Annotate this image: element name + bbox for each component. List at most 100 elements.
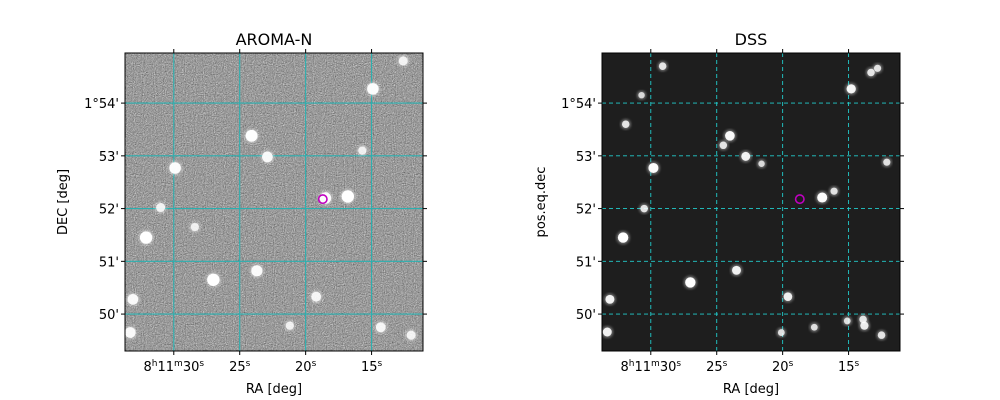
source-point <box>719 141 728 150</box>
ra-seconds: 15 <box>838 360 855 375</box>
source-point <box>190 222 199 232</box>
source-point <box>883 158 891 166</box>
source-point <box>602 327 612 337</box>
ra-minutes: 11 <box>157 360 174 375</box>
ra-minutes-unit: m <box>651 359 660 369</box>
source-point <box>758 160 765 167</box>
target-marker <box>317 194 328 205</box>
source-layer <box>123 54 418 342</box>
ra-seconds: 25 <box>229 360 246 375</box>
source-point <box>817 192 828 203</box>
source-point <box>843 317 851 325</box>
y-axis-label: DEC [deg] <box>56 169 71 235</box>
source-point <box>285 321 294 330</box>
ra-seconds-unit: s <box>199 359 204 369</box>
aroma-n-panel: AROMA-N 8h11m30s 25s 20s 15s1°54'53'52'51'5… <box>56 30 427 397</box>
panel-title: DSS <box>735 30 768 49</box>
ra-seconds: 30 <box>183 360 200 375</box>
source-point <box>867 68 875 77</box>
ra-seconds-unit: s <box>723 359 728 369</box>
source-point <box>648 162 659 174</box>
image-noise <box>125 53 423 351</box>
source-point <box>658 62 667 70</box>
ra-seconds-unit: s <box>377 359 382 369</box>
source-point <box>732 265 741 275</box>
source-point <box>124 327 136 338</box>
x-tick-label: 20s <box>295 359 317 375</box>
y-tick-label: 1°54' <box>561 97 596 112</box>
source-point <box>783 292 793 301</box>
x-tick-label: 20s <box>772 359 794 375</box>
sky-image <box>125 53 423 351</box>
ra-seconds-unit: s <box>789 359 794 369</box>
source-point <box>367 83 379 95</box>
x-axis-label: RA [deg] <box>246 382 302 397</box>
source-point <box>139 231 153 244</box>
y-tick-label: 50' <box>99 308 119 323</box>
panel-title: AROMA-N <box>236 30 313 49</box>
ra-seconds: 25 <box>706 360 723 375</box>
ra-seconds-unit: s <box>312 359 317 369</box>
ra-seconds: 20 <box>772 360 789 375</box>
source-point <box>877 331 886 339</box>
source-point <box>777 329 785 336</box>
ra-hours: 8 <box>143 360 151 375</box>
target-marker-layer <box>794 194 805 205</box>
source-point <box>156 203 166 213</box>
source-point <box>640 204 648 213</box>
coordinate-grid <box>602 53 900 351</box>
ra-minutes: 11 <box>634 360 651 375</box>
y-axis-label: pos.eq.dec <box>534 167 549 238</box>
ra-hours: 8 <box>620 360 628 375</box>
source-point <box>617 232 629 243</box>
y-tick-label: 53' <box>576 150 596 165</box>
source-point <box>341 190 355 203</box>
source-point <box>846 84 856 94</box>
source-point <box>406 330 416 340</box>
x-tick-label: 25s <box>229 359 251 375</box>
source-point <box>638 91 645 99</box>
y-tick-label: 50' <box>576 308 596 323</box>
source-point <box>398 56 408 66</box>
y-tick-label: 53' <box>99 150 119 165</box>
source-point <box>251 265 263 277</box>
axes-frame <box>124 52 424 352</box>
source-point <box>207 273 220 286</box>
axes-frame <box>601 52 901 352</box>
source-point <box>810 323 818 331</box>
target-marker <box>794 194 805 205</box>
source-point <box>621 120 630 128</box>
x-tick-label: 25s <box>706 359 728 375</box>
source-point <box>741 151 751 161</box>
source-point <box>311 291 322 302</box>
source-point <box>358 146 367 155</box>
x-tick-label: 15s <box>838 359 860 375</box>
source-point <box>605 294 615 304</box>
source-point <box>859 315 867 324</box>
source-point <box>245 129 258 142</box>
ra-seconds-unit: s <box>246 359 251 369</box>
source-point <box>830 187 838 195</box>
x-tick-label: 8h11m30s <box>620 359 681 375</box>
x-tick-label: 8h11m30s <box>143 359 204 375</box>
y-tick-label: 1°54' <box>84 97 119 112</box>
y-tick-label: 52' <box>99 203 119 218</box>
ra-seconds-unit: s <box>854 359 859 369</box>
x-tick-label: 15s <box>361 359 383 375</box>
y-tick-label: 52' <box>576 203 596 218</box>
y-tick-label: 51' <box>99 255 119 270</box>
source-point <box>169 162 181 174</box>
y-tick-label: 51' <box>576 255 596 270</box>
ra-hours-unit: h <box>152 359 158 369</box>
source-point <box>725 130 735 141</box>
ra-minutes-unit: m <box>174 359 183 369</box>
x-axis-label: RA [deg] <box>723 382 779 397</box>
sky-image <box>602 53 900 351</box>
source-point <box>262 151 273 163</box>
source-point <box>127 293 139 305</box>
source-point <box>375 322 386 333</box>
image-background <box>602 53 900 351</box>
